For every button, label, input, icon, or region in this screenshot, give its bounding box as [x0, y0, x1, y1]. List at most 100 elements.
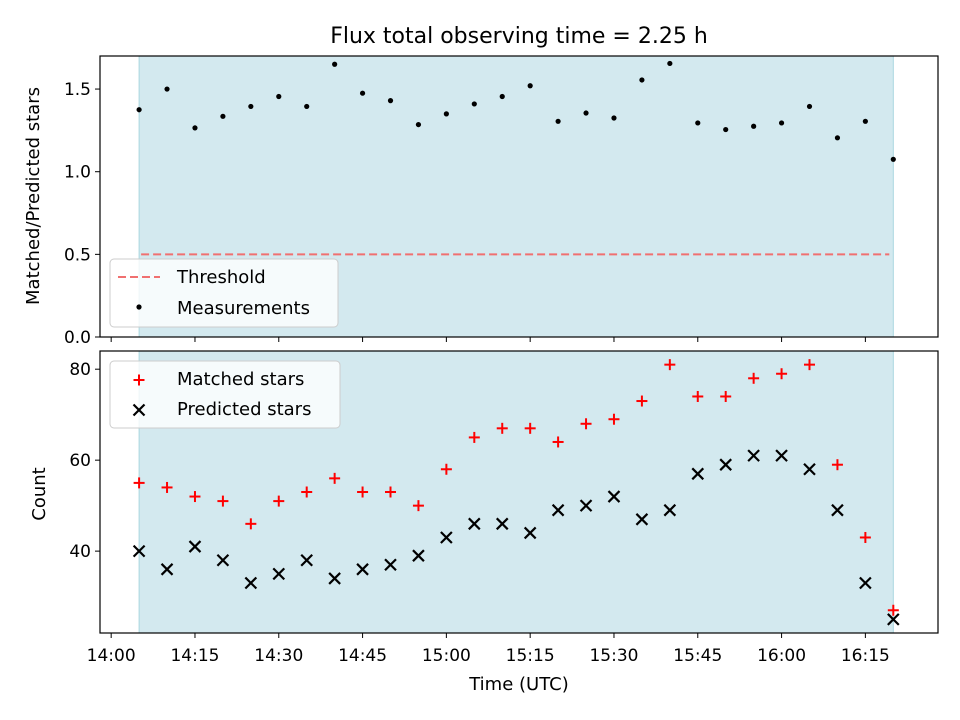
matched-star-point — [692, 390, 704, 402]
predicted-star-point — [384, 558, 397, 572]
predicted-star-point — [495, 517, 509, 531]
x-marker-b — [272, 567, 286, 581]
predicted-star-point — [859, 576, 872, 590]
y-tick-label: 40 — [69, 542, 91, 562]
x-marker-b — [551, 503, 565, 517]
x-marker-b — [132, 544, 146, 558]
matched-star-point — [412, 500, 424, 512]
predicted-stars-points — [132, 449, 900, 626]
predicted-star-point — [831, 503, 844, 517]
x-marker-b — [495, 517, 509, 531]
bottom-y-ticks: 40 60 80 — [69, 360, 100, 562]
matched-star-point — [189, 491, 201, 503]
top-panel: 0.0 0.5 1.0 1.5 Matched/Predicted stars Thr… — [23, 55, 939, 348]
bottom-y-axis-label: Count — [29, 467, 50, 520]
matched-star-point — [580, 418, 592, 430]
x-axis-label: Time (UTC) — [468, 674, 569, 695]
predicted-star-point — [468, 517, 481, 531]
legend-measurements-label: Measurements — [177, 298, 310, 319]
y-tick-label: 0.0 — [64, 328, 91, 348]
bottom-legend: Matched stars Predicted stars — [109, 360, 341, 429]
measurement-point — [164, 86, 170, 92]
measurement-point — [304, 103, 310, 110]
predicted-star-point — [747, 449, 760, 462]
matched-star-point — [776, 368, 788, 380]
matched-star-point — [245, 518, 257, 530]
x-marker-b — [887, 613, 900, 626]
predicted-star-point — [719, 458, 732, 471]
measurement-point — [695, 120, 701, 126]
predicted-star-point — [440, 531, 453, 544]
top-y-ticks: 0.0 0.5 1.0 1.5 — [64, 80, 100, 348]
matched-star-point — [468, 431, 480, 443]
predicted-star-point — [523, 526, 537, 540]
x-tick-label: 15:45 — [673, 646, 722, 666]
matched-star-point — [357, 486, 369, 498]
measurement-point — [527, 83, 533, 89]
x-marker-b — [244, 576, 258, 590]
x-marker-b — [328, 572, 341, 585]
matched-star-point — [720, 390, 732, 402]
x-marker-b — [412, 549, 425, 562]
matched-star-point — [831, 459, 843, 471]
x-marker-b — [132, 403, 146, 417]
x-marker-b — [775, 449, 788, 462]
matched-star-point — [552, 436, 564, 448]
matched-star-point — [636, 395, 648, 407]
predicted-star-point — [188, 540, 202, 553]
predicted-star-point — [635, 513, 649, 526]
x-marker-b — [747, 449, 760, 462]
x-tick-label: 16:15 — [841, 646, 890, 666]
measurement-point — [415, 121, 422, 128]
predicted-star-point — [272, 567, 286, 581]
y-tick-label: 1.5 — [64, 80, 91, 100]
predicted-star-point — [356, 563, 369, 576]
y-tick-label: 0.5 — [64, 245, 91, 265]
x-marker-b — [468, 517, 481, 531]
measurement-point — [555, 118, 561, 124]
matched-star-point — [859, 531, 871, 543]
chart-title: Flux total observing time = 2.25 h — [330, 24, 708, 49]
matched-star-point — [524, 422, 536, 434]
bottom-axes-frame — [99, 350, 939, 634]
matched-star-point — [748, 372, 760, 384]
x-tick-label: 14:15 — [170, 646, 219, 666]
measurement-point — [220, 113, 226, 119]
predicted-star-point — [412, 549, 425, 562]
x-tick-label: 14:45 — [338, 646, 387, 666]
matched-stars-points — [133, 359, 899, 616]
measurement-point — [443, 111, 449, 117]
x-marker-b — [356, 563, 369, 576]
matched-star-point — [804, 359, 816, 371]
top-y-axis-label: Matched/Predicted stars — [23, 87, 44, 305]
predicted-star-point — [244, 576, 258, 590]
y-tick-label: 60 — [69, 451, 91, 471]
legend-threshold-label: Threshold — [176, 267, 266, 288]
matched-star-point — [608, 413, 620, 425]
predicted-star-point — [607, 490, 621, 503]
measurement-point — [834, 135, 841, 141]
measurement-point — [136, 107, 142, 113]
x-tick-label: 14:00 — [87, 646, 136, 666]
measurement-point — [276, 93, 282, 100]
measurement-point — [583, 110, 589, 116]
measurement-point — [499, 93, 505, 100]
predicted-star-point — [887, 613, 900, 626]
matched-star-point — [329, 472, 341, 484]
legend-measurements-swatch — [136, 304, 142, 310]
legend-predicted-label: Predicted stars — [177, 399, 311, 420]
legend-matched-swatch — [133, 374, 145, 386]
matched-star-point — [133, 477, 145, 489]
bottom-panel: 40 60 80 14:00 14:15 14:30 14:45 15:00 15:15 15:… — [29, 350, 939, 695]
x-tick-label: 14:30 — [254, 646, 303, 666]
measurement-point — [639, 77, 645, 83]
matched-star-point — [385, 486, 397, 498]
predicted-star-point — [803, 462, 816, 476]
measurement-point — [667, 60, 673, 67]
measurement-point — [862, 118, 868, 124]
x-tick-label: 15:30 — [589, 646, 638, 666]
x-marker-b — [523, 526, 537, 540]
measurement-point — [471, 101, 477, 107]
predicted-star-point — [132, 544, 146, 558]
